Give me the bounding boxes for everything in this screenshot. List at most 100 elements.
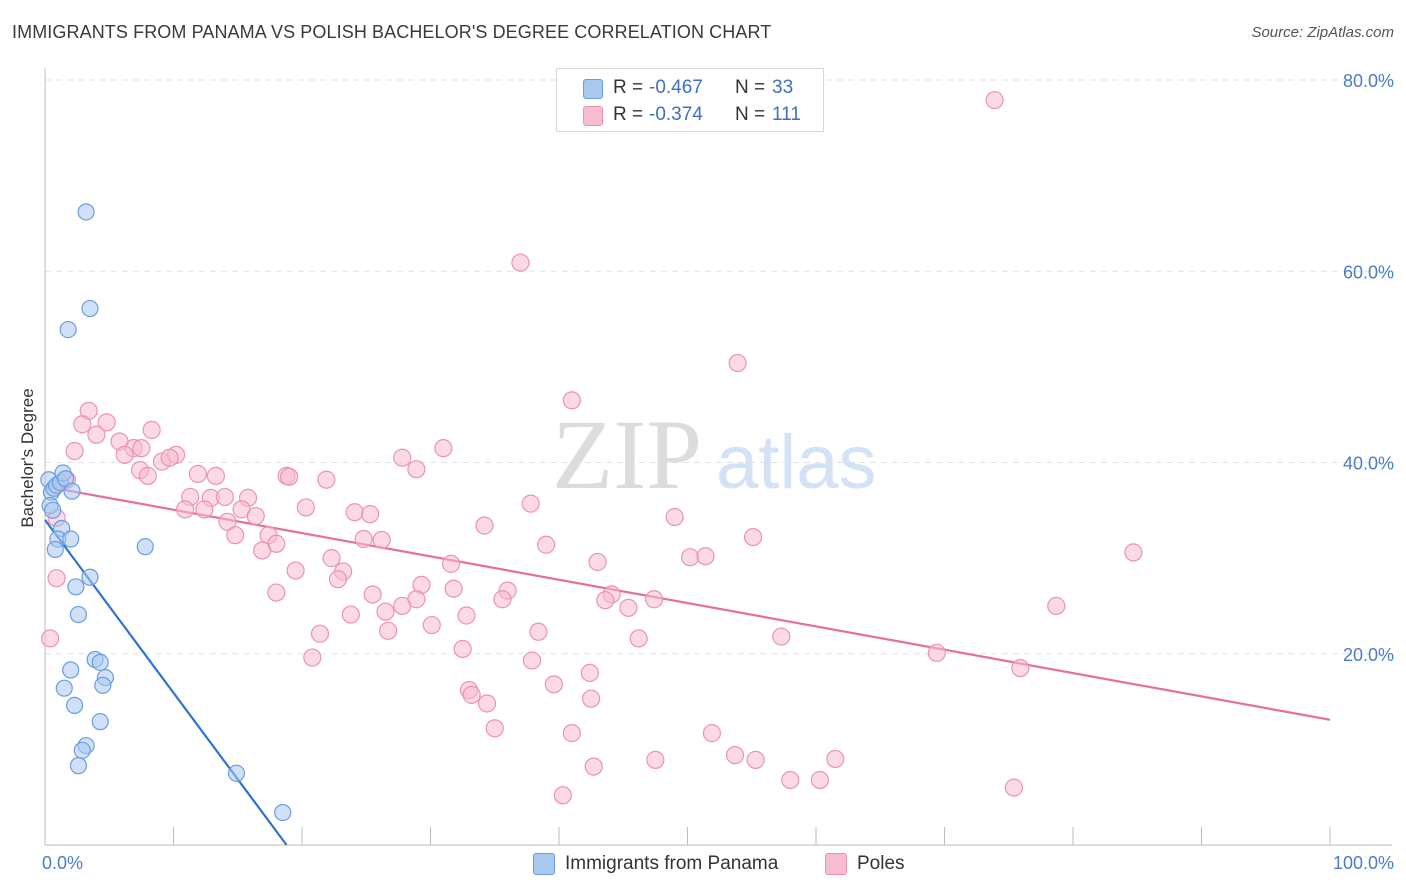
poles-point [580,663,599,682]
poles-point [562,724,581,743]
poles-point [215,487,234,507]
y-axis-label: Bachelor's Degree [18,388,37,527]
poles-point [160,448,179,467]
poles-point [522,651,542,670]
poles-point [1047,596,1066,616]
poles-point [588,552,607,572]
poles-legend-label: Poles [857,853,905,874]
poles-point [493,590,512,609]
poles-point [582,689,601,708]
poles-point [132,439,151,458]
panama-point [274,803,292,822]
correlation-legend: R = -0.467 N = 33 R = -0.374 N = 111 [556,68,824,132]
panama-point [46,540,64,559]
source-label: Source: ZipAtlas.com [1251,24,1394,41]
poles-point [303,648,322,667]
poles-point [441,554,461,573]
poles-point [453,639,472,659]
r-label: R = [613,104,644,125]
poles-point [47,569,66,588]
watermark-zip: ZIP [552,399,702,510]
poles-point [1011,658,1030,678]
poles-point [286,561,305,580]
poles-point [521,494,540,513]
poles-point [345,503,364,522]
poles-point [728,353,747,373]
legend-item-poles: Poles [825,852,945,876]
poles-point [746,750,765,769]
poles-point [537,535,556,554]
poles-point [354,529,373,549]
poles-point [646,750,665,769]
poles-point [1124,543,1143,562]
poles-point [696,547,715,566]
poles-point [138,466,157,485]
n-label: N = [735,77,766,98]
poles-point [218,512,237,531]
x-tick-label-min: 0.0% [42,853,83,873]
panama-point [227,764,246,782]
panama-point [69,757,88,775]
poles-point [188,464,208,484]
panama-points [40,203,292,822]
poles-point [393,448,412,467]
poles-point [97,413,116,432]
poles-point [317,470,336,489]
legend-row-poles: R = -0.374 N = 111 [557,102,823,130]
panama-legend-label: Immigrants from Panama [565,853,779,874]
poles-point [296,498,315,517]
poles-point [781,770,800,790]
poles-point [462,685,481,704]
panama-point [62,530,80,548]
poles-point [73,415,92,434]
gridlines [45,79,1392,655]
poles-point [680,548,700,567]
panama-point [91,653,109,671]
poles-point [226,526,245,545]
panama-point [44,501,62,519]
panama-point [91,713,109,731]
poles-point [322,549,341,568]
poles-point [246,506,265,526]
poles-point [361,505,380,524]
poles-point [743,527,763,547]
panama-legend-swatch [533,853,555,875]
poles-point [927,643,946,662]
panama-point [67,578,85,596]
poles-point [434,439,453,458]
y-tick-label: 60.0% [1343,262,1394,282]
poles-trend-line [44,485,1331,721]
poles-point [422,615,441,635]
panama-point [94,676,112,694]
poles-point [772,627,791,646]
poles-point [444,579,463,598]
poles-legend-swatch [825,853,847,875]
poles-point [619,598,638,617]
axes [44,68,1392,846]
poles-point [702,724,722,743]
poles-point [477,694,497,713]
poles-point [529,622,548,641]
poles-point [195,500,214,519]
poles-point [253,541,272,560]
poles-point [511,253,530,272]
poles-point [407,460,426,479]
poles-points [41,90,1143,805]
poles-point [41,629,60,648]
legend-row-panama: R = -0.467 N = 33 [557,75,823,103]
poles-point [562,391,581,410]
poles-point [115,445,134,464]
poles-point [596,591,615,610]
poles-swatch [583,106,603,126]
poles-point [725,746,745,765]
n-label: N = [735,104,766,125]
panama-swatch [583,79,603,99]
panama-point [59,320,77,339]
poles-point [378,621,398,640]
panama-point [81,568,99,586]
poles-point [826,749,845,769]
poles-point [65,441,84,461]
poles-point [393,596,412,616]
panama-point [73,741,91,759]
poles-point [629,629,648,648]
